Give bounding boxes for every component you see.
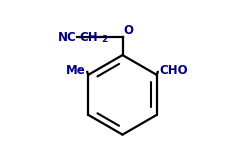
Text: O: O	[124, 24, 134, 37]
Text: Me: Me	[66, 64, 85, 77]
Text: CHO: CHO	[160, 64, 188, 77]
Text: 2: 2	[101, 35, 108, 44]
Text: CH: CH	[80, 31, 98, 44]
Text: NC: NC	[58, 31, 77, 44]
